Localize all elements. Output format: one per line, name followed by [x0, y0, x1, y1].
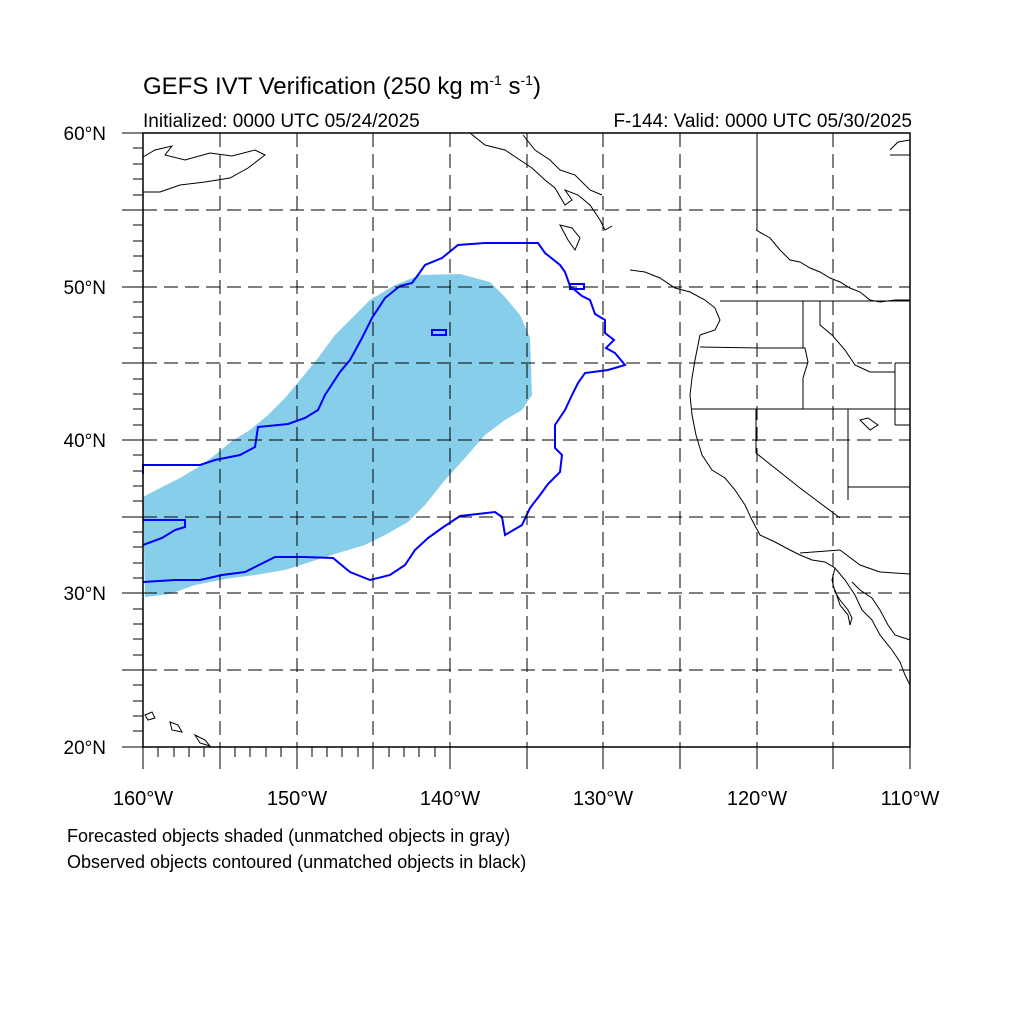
lat-label-50n: 50°N — [64, 278, 106, 299]
lon-label-120w: 120°W — [727, 788, 787, 810]
legend-forecast-note: Forecasted objects shaded (unmatched obj… — [67, 826, 511, 846]
observed-object-contour — [142, 242, 627, 583]
legend-observed-note: Observed objects contoured (unmatched ob… — [67, 852, 527, 872]
map-title: GEFS IVT Verification (250 kg m-1 s-1) — [143, 72, 541, 100]
lon-label-110w: 110°W — [881, 788, 940, 810]
lat-label-60n: 60°N — [64, 124, 106, 145]
lon-label-150w: 150°W — [267, 788, 327, 810]
axis-ticks — [122, 132, 911, 769]
valid-time-label: F-144: Valid: 0000 UTC 05/30/2025 — [613, 111, 912, 132]
lon-label-130w: 130°W — [573, 788, 633, 810]
lat-label-40n: 40°N — [64, 431, 106, 452]
lat-lon-grid — [143, 133, 910, 747]
lat-label-20n: 20°N — [64, 738, 106, 759]
observed-object-contour-west — [142, 519, 186, 546]
lat-label-30n: 30°N — [64, 584, 106, 605]
lon-label-160w: 160°W — [113, 788, 173, 810]
forecast-object-shaded — [143, 274, 532, 597]
observed-object-small-1 — [431, 329, 447, 336]
political-borders — [692, 133, 911, 575]
lon-label-140w: 140°W — [420, 788, 480, 810]
initialized-label: Initialized: 0000 UTC 05/24/2025 — [143, 111, 420, 132]
